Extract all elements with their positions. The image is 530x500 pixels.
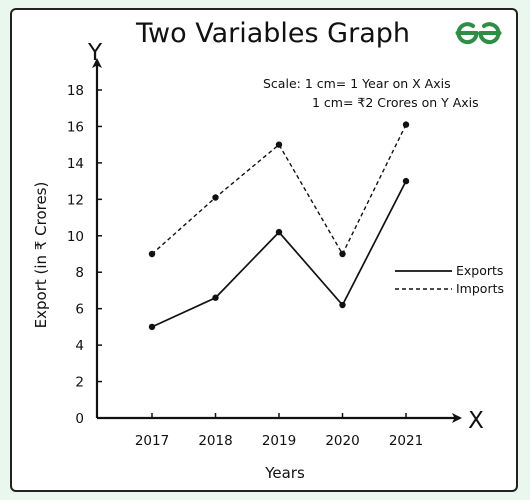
- data-point-imports: [275, 141, 283, 148]
- y-tick-label: 0: [75, 411, 84, 427]
- data-point-imports: [212, 194, 219, 201]
- y-tick-label: 10: [67, 229, 84, 245]
- data-point-exports: [148, 323, 156, 331]
- y-axis-ticks: 0 2 4 6 8 10 12 14 16 18: [67, 83, 102, 427]
- y-tick-label: 18: [67, 83, 84, 99]
- data-point-exports: [402, 177, 410, 185]
- y-axis-title: Export (in ₹ Crores): [32, 182, 50, 329]
- y-tick-label: 2: [75, 375, 84, 391]
- x-tick-label: 2021: [389, 433, 423, 449]
- data-point-imports: [148, 250, 156, 258]
- y-tick-label: 12: [67, 192, 84, 208]
- data-point-imports: [402, 121, 410, 128]
- data-point-exports: [212, 294, 219, 301]
- y-tick-label: 14: [67, 156, 84, 172]
- x-axis-title: Years: [264, 464, 305, 482]
- data-point-exports: [275, 228, 283, 236]
- y-tick-label: 6: [75, 302, 84, 318]
- x-axis-ticks: 2017 2018 2019 2020 2021: [135, 413, 423, 449]
- legend: Exports Imports: [395, 263, 504, 296]
- legend-label-imports: Imports: [456, 281, 504, 296]
- data-point-exports: [339, 301, 346, 309]
- data-point-imports: [339, 250, 346, 258]
- y-axis-letter: Y: [87, 40, 103, 66]
- geeksforgeeks-logo: [455, 22, 502, 45]
- legend-label-exports: Exports: [456, 263, 503, 278]
- y-tick-label: 4: [75, 338, 84, 354]
- scale-note-line-2: 1 cm= ₹2 Crores on Y Axis: [312, 95, 479, 110]
- x-tick-label: 2017: [135, 433, 169, 449]
- chart-panel: [10, 8, 518, 492]
- x-tick-label: 2019: [262, 433, 296, 449]
- y-tick-label: 16: [67, 119, 84, 135]
- chart-title: Two Variables Graph: [135, 18, 410, 49]
- x-tick-label: 2020: [325, 433, 359, 449]
- scale-note-line-1: Scale: 1 cm= 1 Year on X Axis: [263, 76, 451, 91]
- y-tick-label: 8: [75, 265, 84, 281]
- series-line-imports: [151, 124, 407, 256]
- x-tick-label: 2018: [198, 433, 232, 449]
- series-layer: [148, 121, 410, 331]
- x-axis-letter: X: [468, 408, 484, 434]
